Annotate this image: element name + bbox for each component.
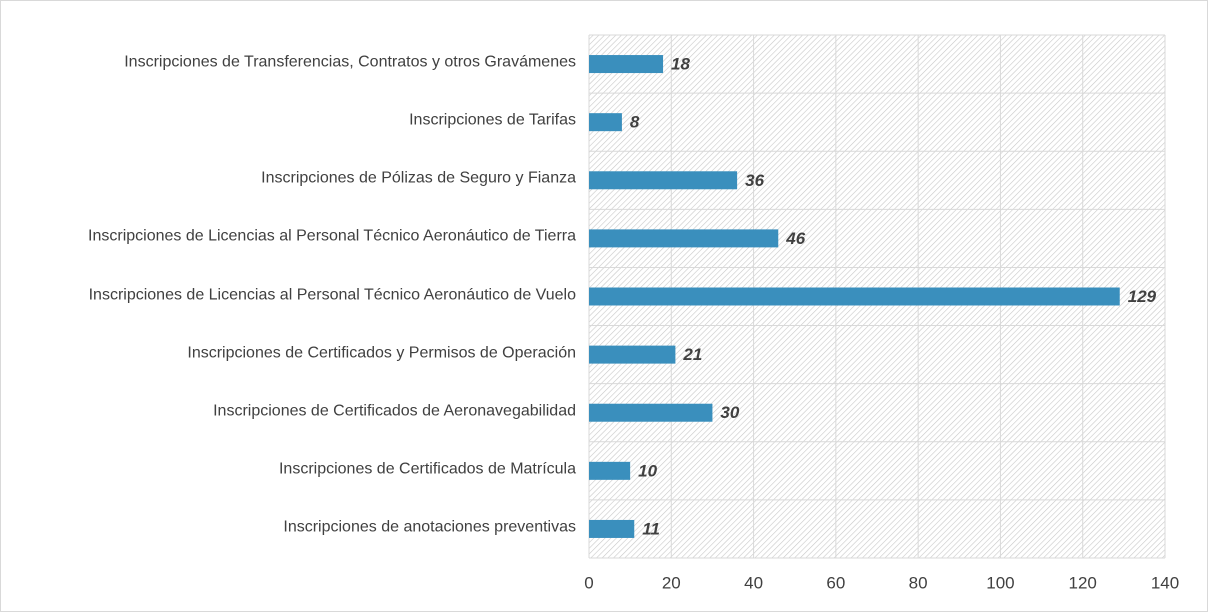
value-label: 18: [671, 55, 690, 74]
value-label: 46: [785, 229, 805, 248]
value-label: 36: [745, 171, 764, 190]
category-label: Inscripciones de Certificados y Permisos…: [187, 344, 576, 362]
bar: [589, 171, 738, 190]
bar: [589, 287, 1120, 306]
category-label: Inscripciones de Licencias al Personal T…: [88, 227, 576, 245]
bar: [589, 519, 635, 538]
x-tick-label: 100: [986, 573, 1014, 592]
value-label: 129: [1128, 287, 1157, 306]
category-label: Inscripciones de Transferencias, Contrat…: [124, 53, 576, 71]
x-tick-label: 0: [584, 573, 593, 592]
value-label: 10: [638, 461, 657, 480]
bar: [589, 55, 664, 74]
category-label: Inscripciones de Certificados de Matrícu…: [278, 460, 576, 478]
bar: [589, 229, 779, 248]
category-label: Inscripciones de Pólizas de Seguro y Fia…: [261, 169, 576, 187]
x-tick-label: 60: [826, 573, 845, 592]
x-tick-label: 40: [744, 573, 763, 592]
category-label: Inscripciones de Licencias al Personal T…: [88, 286, 576, 303]
value-label: 21: [682, 345, 702, 364]
value-label: 30: [720, 403, 739, 422]
category-label: Inscripciones de anotaciones preventivas: [283, 518, 576, 536]
x-tick-label: 140: [1151, 573, 1179, 592]
category-label: Inscripciones de Certificados de Aeronav…: [213, 402, 576, 420]
bar: [589, 461, 631, 480]
bar: [589, 403, 713, 422]
x-tick-label: 20: [662, 573, 681, 592]
bar: [589, 113, 622, 132]
category-label: Inscripciones de Tarifas: [409, 111, 576, 129]
x-tick-label: 120: [1069, 573, 1097, 592]
x-tick-label: 80: [909, 573, 928, 592]
value-label: 11: [642, 519, 660, 538]
bar: [589, 345, 676, 364]
value-label: 8: [630, 113, 640, 132]
